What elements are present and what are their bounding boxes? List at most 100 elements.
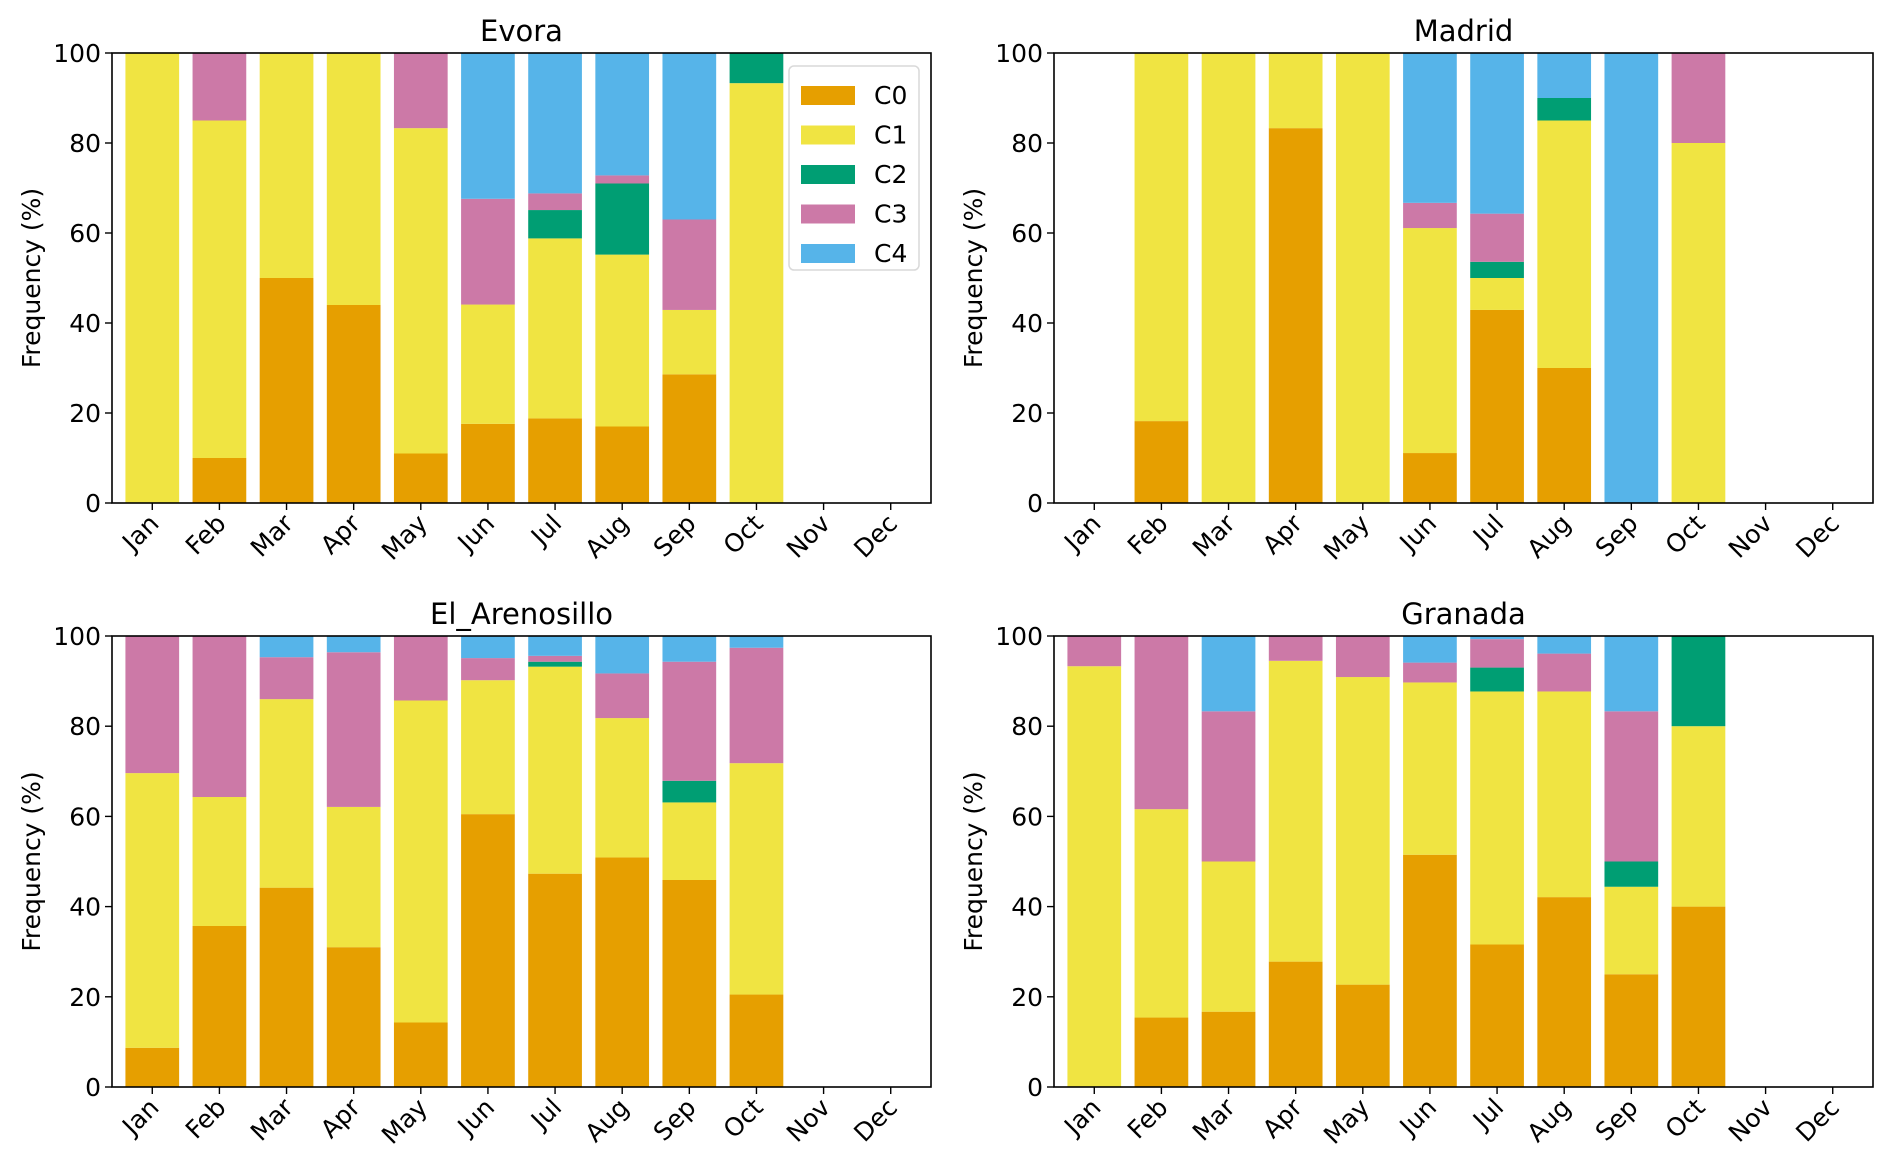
- bar-segment-c0-oct: [1671, 906, 1726, 1087]
- bar-segment-c4-jun: [1403, 636, 1457, 663]
- bar-segment-c1-apr: [1268, 660, 1323, 962]
- bar-segment-c0-sep: [1604, 974, 1659, 1087]
- bar-segment-c3-sep: [662, 661, 717, 781]
- bar-segment-c1-feb: [1134, 53, 1189, 422]
- x-tick-label-aug: Aug: [1521, 1093, 1576, 1148]
- x-tick-label-sep: Sep: [1590, 509, 1644, 563]
- bar-segment-c3-feb: [1134, 636, 1189, 810]
- subplot-evora: 0 20 40 60 80 100 Jan Feb Mar Apr May Jun Jul Aug Sep O…: [17, 14, 932, 566]
- bar-segment-c0-sep: [662, 879, 717, 1087]
- bar-segment-c2-aug: [595, 183, 650, 255]
- x-tick-label-mar: Mar: [245, 508, 299, 562]
- bar-segment-c1-mar: [1201, 53, 1256, 503]
- y-tick-label: 40: [69, 309, 101, 338]
- bar-segment-c4-jun: [461, 636, 515, 659]
- x-tick-label-apr: Apr: [1257, 508, 1309, 560]
- legend-swatch-c1: [801, 125, 855, 145]
- x-tick-label-feb: Feb: [1122, 509, 1174, 561]
- subplot-madrid: 0 20 40 60 80 100 Jan Feb Mar Apr May Jun Jul Aug Sep O…: [959, 14, 1874, 566]
- bar-segment-c1-feb: [1134, 809, 1189, 1018]
- bar-segment-c4-sep: [1604, 636, 1659, 712]
- bar-segment-c0-oct: [729, 994, 784, 1087]
- x-tick-label-feb: Feb: [1122, 1093, 1174, 1145]
- bar-segment-c3-may: [393, 636, 448, 701]
- x-tick-label-apr: Apr: [315, 1092, 367, 1144]
- bar-segment-c3-aug: [595, 673, 650, 719]
- bar-segment-c4-apr: [326, 636, 381, 653]
- bar-segment-c1-jun: [461, 304, 515, 424]
- legend-swatch-c2: [801, 165, 855, 184]
- bar-segment-c0-jun: [1403, 854, 1457, 1087]
- y-tick-label: 60: [69, 219, 101, 248]
- legend-label-c1: C1: [874, 121, 907, 150]
- bar-segment-c0-apr: [326, 947, 381, 1087]
- bar-segment-c0-aug: [1537, 368, 1592, 503]
- x-tick-label-aug: Aug: [579, 509, 634, 564]
- bar-segment-c3-jun: [1403, 662, 1457, 683]
- y-tick-label: 60: [69, 802, 101, 831]
- bar-segment-c1-may: [393, 700, 448, 1023]
- x-tick-label-jun: Jun: [451, 509, 501, 559]
- y-tick-label: 20: [69, 983, 101, 1012]
- x-tick-label-feb: Feb: [180, 1093, 232, 1145]
- bar-segment-c4-aug: [595, 636, 650, 674]
- bar-segment-c0-may: [1335, 984, 1390, 1087]
- bar-segment-c0-aug: [595, 857, 650, 1087]
- bar-segment-c1-jul: [1470, 278, 1524, 310]
- y-tick-label: 0: [1027, 489, 1043, 518]
- bar-segment-c2-jul: [1470, 261, 1524, 278]
- bar-segment-c1-oct: [1671, 726, 1726, 907]
- bar-segment-c3-apr: [1268, 636, 1323, 661]
- bar-segment-c3-jul: [528, 655, 582, 662]
- y-tick-label: 20: [1011, 399, 1043, 428]
- bar-segment-c0-jul: [528, 873, 582, 1087]
- x-tick-label-may: May: [1318, 509, 1375, 566]
- bar-segment-c3-mar: [259, 657, 314, 700]
- axes-frame: [1053, 52, 1874, 504]
- bar-segment-c1-jan: [1067, 666, 1122, 1087]
- bar-segment-c1-oct: [729, 83, 784, 504]
- bar-segment-c3-feb: [192, 636, 247, 798]
- bar-segment-c3-jan: [125, 636, 180, 774]
- bar-segment-c3-sep: [1604, 711, 1659, 862]
- bar-segment-c1-jan: [125, 53, 180, 503]
- legend-label-c2: C2: [874, 160, 907, 189]
- bar-segment-c0-mar: [1201, 1011, 1256, 1087]
- x-tick-label-feb: Feb: [180, 509, 232, 561]
- bar-segment-c3-jun: [461, 198, 515, 305]
- y-tick-label: 100: [995, 622, 1043, 651]
- bar-segment-c1-oct: [1671, 143, 1726, 503]
- bar-segment-c0-feb: [192, 925, 247, 1087]
- axes-frame: [111, 52, 932, 504]
- bar-segment-c0-apr: [1268, 961, 1323, 1087]
- bar-segment-c0-aug: [1537, 897, 1592, 1087]
- bar-segment-c4-jul: [1470, 53, 1524, 214]
- y-tick-label: 0: [1027, 1073, 1043, 1102]
- subplot-title: Madrid: [1414, 14, 1514, 48]
- bar-segment-c4-aug: [595, 53, 650, 176]
- bar-segment-c4-oct: [729, 636, 784, 648]
- bar-segment-c0-feb: [192, 458, 247, 503]
- bar-segment-c1-aug: [595, 254, 650, 427]
- axes-frame: [111, 635, 932, 1088]
- bar-segment-c1-mar: [259, 699, 314, 888]
- bar-segment-c1-sep: [662, 309, 717, 375]
- x-tick-label-jan: Jan: [1057, 1093, 1106, 1142]
- bar-segment-c1-jul: [1470, 691, 1524, 945]
- legend-label-c0: C0: [874, 81, 907, 110]
- x-tick-label-jul: Jul: [524, 509, 567, 552]
- x-tick-label-nov: Nov: [1723, 1093, 1778, 1148]
- bar-segment-c0-jun: [461, 423, 515, 503]
- bar-segment-c4-aug: [1537, 636, 1592, 654]
- x-tick-label-dec: Dec: [1790, 1093, 1845, 1148]
- x-tick-label-may: May: [376, 1093, 433, 1150]
- x-tick-label-may: May: [376, 509, 433, 566]
- y-tick-label: 40: [1011, 309, 1043, 338]
- bar-segment-c0-may: [393, 1022, 448, 1087]
- bar-segment-c0-jun: [461, 814, 515, 1087]
- x-tick-label-aug: Aug: [1521, 509, 1576, 564]
- x-tick-label-nov: Nov: [781, 509, 836, 564]
- y-axis-label: Frequency (%): [17, 188, 46, 368]
- y-tick-label: 80: [69, 712, 101, 741]
